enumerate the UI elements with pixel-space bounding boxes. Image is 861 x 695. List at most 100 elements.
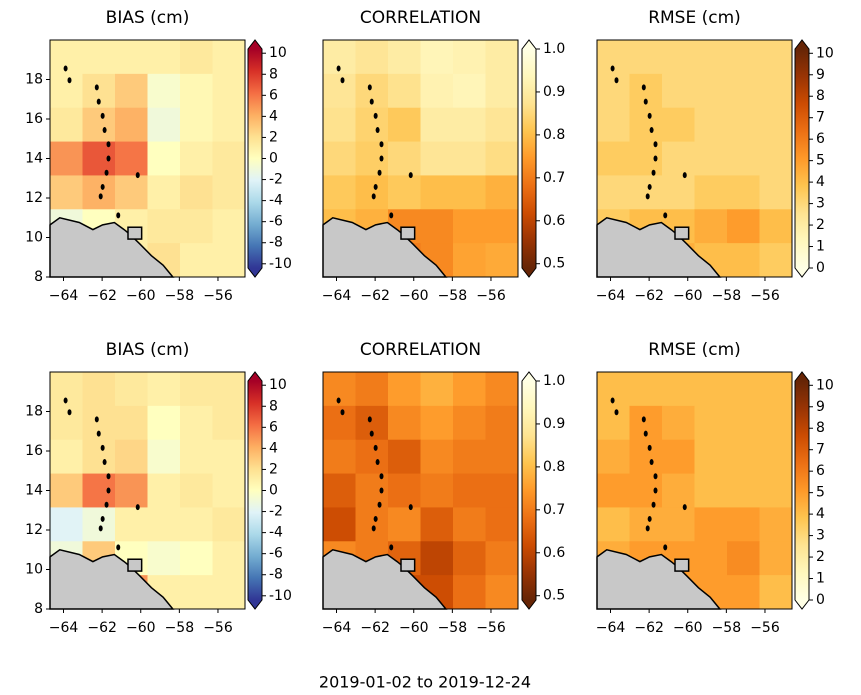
heat-cell — [629, 107, 663, 143]
heat-cell — [180, 575, 213, 610]
colorbar-extend — [795, 372, 809, 381]
x-tick-label: −62 — [634, 288, 664, 304]
heat-cell — [82, 507, 116, 542]
heat-cell — [694, 473, 728, 508]
heat-cell — [180, 243, 213, 278]
heat-cell — [727, 107, 760, 143]
heat-cell — [453, 507, 486, 542]
heat-cell — [355, 107, 389, 143]
heat-cell — [485, 243, 519, 278]
heat-cell — [420, 372, 454, 407]
colorbar-tick-label: 4 — [816, 506, 825, 522]
y-tick-label: 8 — [34, 601, 43, 617]
heat-cell — [694, 372, 728, 407]
heat-cell — [453, 473, 486, 508]
heat-cell — [420, 141, 454, 176]
heat-cell — [453, 372, 486, 407]
colorbar-tick-label: -10 — [269, 588, 292, 604]
x-tick-label: −56 — [476, 620, 506, 636]
colorbar — [522, 49, 536, 268]
heat-cell — [759, 107, 793, 143]
x-tick-label: −56 — [750, 620, 780, 636]
heat-cell — [50, 473, 83, 508]
colorbar-tick-label: 10 — [816, 377, 834, 393]
island — [102, 459, 107, 466]
heat-cell — [180, 372, 213, 407]
heat-cell — [50, 405, 83, 441]
heat-cell — [629, 175, 663, 210]
island — [369, 98, 374, 105]
heat-cell — [727, 473, 760, 508]
colorbar-tick-label: 2 — [269, 129, 278, 145]
heat-cell — [147, 405, 181, 441]
colorbar-extend — [522, 600, 536, 609]
heat-cell — [115, 40, 148, 75]
island — [663, 544, 668, 551]
heat-cell — [629, 372, 663, 407]
x-tick-label: −56 — [476, 288, 506, 304]
island — [100, 444, 105, 451]
heat-cell — [115, 439, 148, 475]
x-tick-label: −64 — [322, 288, 352, 304]
island — [379, 155, 384, 162]
colorbar-extend — [522, 268, 536, 277]
colorbar-tick-label: 10 — [269, 45, 287, 61]
colorbar-tick-label: 1.0 — [543, 373, 565, 389]
island — [647, 444, 652, 451]
y-tick-label: 8 — [34, 269, 43, 285]
island — [127, 226, 143, 240]
colorbar-extend — [522, 372, 536, 381]
colorbar-tick-label: 3 — [816, 196, 825, 212]
island — [389, 544, 394, 551]
heat-cell — [212, 507, 246, 542]
island — [645, 193, 650, 200]
heat-cell — [82, 107, 116, 143]
colorbar-tick-label: -2 — [269, 504, 283, 520]
colorbar-tick-label: -4 — [269, 193, 283, 209]
x-tick-label: −64 — [596, 288, 626, 304]
heat-cell — [212, 372, 246, 407]
island — [647, 112, 652, 119]
colorbar-tick-label: 2 — [269, 461, 278, 477]
heat-cell — [180, 439, 213, 475]
colorbar-tick-label: 0 — [816, 260, 825, 276]
island — [94, 416, 99, 423]
heat-cell — [420, 107, 454, 143]
colorbar-tick-label: 6 — [816, 131, 825, 147]
colorbar-tick-label: 8 — [816, 88, 825, 104]
heat-cell — [355, 141, 389, 176]
island — [135, 504, 140, 511]
island — [127, 558, 143, 572]
island — [67, 409, 72, 416]
x-tick-label: −60 — [399, 288, 429, 304]
colorbar-tick-label: 9 — [816, 399, 825, 415]
colorbar-tick-label: 0.8 — [543, 459, 565, 475]
x-tick-label: −60 — [399, 620, 429, 636]
heat-cell — [453, 439, 486, 475]
heat-cell — [82, 141, 116, 176]
plot-frame — [322, 39, 519, 278]
heat-cell — [147, 507, 181, 542]
heat-cell — [420, 175, 454, 210]
heat-cell — [147, 473, 181, 508]
heat-cell — [597, 405, 630, 441]
colorbar-tick-label: 0.5 — [543, 256, 565, 272]
colorbar-tick-label: 0.7 — [543, 502, 565, 518]
heat-cell — [50, 73, 83, 109]
island — [373, 183, 378, 190]
heat-cell — [597, 73, 630, 109]
island — [106, 473, 111, 480]
heat-cell — [485, 372, 519, 407]
heat-cell — [485, 73, 519, 109]
heat-cell — [388, 439, 421, 475]
island — [647, 183, 652, 190]
colorbar-tick-label: 4 — [816, 174, 825, 190]
heat-cell — [355, 372, 389, 407]
heat-cell — [485, 439, 519, 475]
heat-cell — [180, 507, 213, 542]
panel-title: RMSE (cm) — [648, 8, 741, 28]
heat-cell — [147, 107, 181, 143]
heat-cell — [662, 107, 695, 143]
